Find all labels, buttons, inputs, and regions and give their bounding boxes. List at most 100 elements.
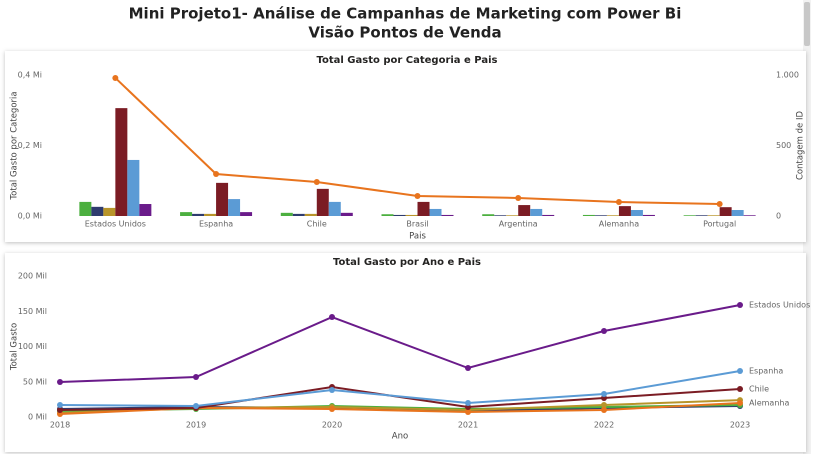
line-point [601, 402, 607, 409]
x-tick-label: 2019 [186, 421, 206, 430]
bar [393, 214, 406, 216]
scrollbar-thumb[interactable] [804, 2, 810, 46]
y2-axis-label: Contagem de ID [796, 111, 806, 181]
bar [707, 215, 720, 216]
line [59, 370, 741, 408]
y-tick-label: 0,4 Mi [18, 71, 42, 80]
line-point [329, 406, 335, 413]
card [5, 253, 806, 452]
line-point [112, 74, 119, 81]
line-point [601, 391, 607, 398]
y2-tick-label: 1.000 [776, 71, 799, 80]
x-tick-label: Portugal [703, 220, 736, 229]
y-tick-label: 0,2 Mi [18, 141, 42, 150]
chart-title: Total Gasto por Categoria e Pais [316, 55, 497, 66]
bar [328, 201, 341, 216]
x-tick-label: 2022 [594, 421, 614, 430]
x-tick-label: Brasil [406, 220, 428, 229]
x-tick-label: Argentina [499, 220, 538, 229]
line-point [737, 301, 743, 308]
y-axis-label: Total Gasto [10, 323, 20, 371]
bar [139, 204, 152, 216]
bar [180, 212, 193, 216]
series-label: Espanha [749, 367, 783, 376]
y-tick-label: 0,0 Mi [18, 212, 42, 221]
line-point [213, 170, 220, 177]
x-tick-label: Estados Unidos [85, 220, 146, 229]
page-subtitle: Visão Pontos de Venda [308, 24, 501, 42]
page-title: Mini Projeto1- Análise de Campanhas de M… [129, 5, 682, 23]
bar [304, 213, 317, 216]
x-tick-label: 2023 [730, 421, 750, 430]
scrollbar-track[interactable] [803, 0, 811, 454]
bar [429, 208, 442, 216]
bar [743, 215, 756, 216]
bar [731, 210, 744, 216]
series-label: Alemanha [749, 398, 789, 407]
line-point [601, 407, 607, 414]
line-point [615, 199, 622, 206]
y-tick-label: 0 Mil [28, 413, 47, 422]
x-tick-label: Espanha [199, 220, 233, 229]
line-point [601, 327, 607, 334]
bar [518, 205, 531, 216]
line-point [57, 407, 63, 414]
chart-title: Total Gasto por Ano e Pais [333, 257, 481, 268]
line-point [414, 192, 421, 199]
line-point [329, 386, 335, 393]
bar [695, 215, 708, 216]
line-point [57, 402, 63, 409]
bar [506, 215, 519, 216]
line-point [57, 379, 63, 386]
bar [216, 182, 229, 216]
y-tick-label: 50 Mil [23, 377, 47, 386]
bar [482, 214, 495, 216]
bar [316, 188, 329, 216]
bar [292, 213, 305, 216]
bar [417, 201, 430, 216]
line-point [515, 194, 522, 201]
y-tick-label: 200 Mil [18, 272, 47, 281]
y-axis-label: Total Gasto por Categoria [10, 91, 20, 200]
line-point [465, 365, 471, 372]
bar [79, 201, 92, 216]
line-point [193, 374, 199, 381]
y2-tick-label: 0 [776, 212, 781, 221]
y-tick-label: 100 Mil [18, 342, 47, 351]
x-tick-label: Chile [307, 220, 327, 229]
bar [204, 213, 217, 216]
bar [127, 159, 140, 216]
bar [115, 108, 128, 216]
line-point [465, 408, 471, 415]
bar [381, 214, 394, 216]
bar [192, 213, 205, 216]
bar [240, 212, 253, 216]
bar [542, 214, 555, 216]
bar [606, 215, 619, 216]
bar [280, 212, 293, 216]
x-tick-label: Alemanha [599, 220, 639, 229]
bar [594, 215, 607, 216]
line-point [737, 368, 743, 375]
line [59, 303, 741, 384]
x-tick-label: 2018 [50, 421, 70, 430]
bar [228, 199, 241, 216]
line-point [313, 179, 320, 186]
bar [103, 207, 116, 216]
bar [494, 215, 507, 216]
line-point [737, 399, 743, 406]
x-axis-label: Pais [409, 232, 426, 242]
bar [618, 206, 631, 216]
x-axis-label: Ano [392, 432, 408, 442]
series-label: Estados Unidos [749, 300, 810, 309]
series-label: Chile [749, 385, 769, 394]
bar [642, 214, 655, 216]
x-tick-label: 2020 [322, 421, 342, 430]
bar [340, 212, 353, 216]
line-point [193, 403, 199, 410]
bar [630, 210, 643, 216]
bar [530, 208, 543, 216]
line-point [737, 386, 743, 393]
